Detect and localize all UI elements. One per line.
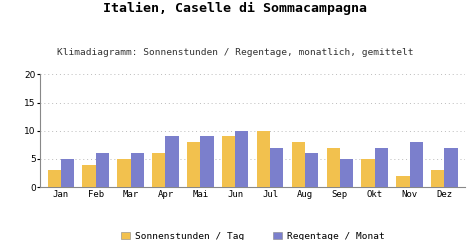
- Legend: Sonnenstunden / Tag, Regentage / Monat: Sonnenstunden / Tag, Regentage / Monat: [117, 228, 388, 240]
- Bar: [409, 142, 423, 187]
- Bar: [61, 159, 74, 187]
- Bar: [96, 153, 109, 187]
- Bar: [200, 136, 213, 187]
- Bar: [431, 170, 444, 187]
- Bar: [118, 159, 131, 187]
- Bar: [187, 142, 200, 187]
- Bar: [444, 148, 458, 187]
- Bar: [340, 159, 353, 187]
- Bar: [292, 142, 305, 187]
- Bar: [327, 148, 340, 187]
- Bar: [222, 136, 235, 187]
- Bar: [305, 153, 318, 187]
- Bar: [83, 165, 96, 187]
- Bar: [47, 170, 61, 187]
- Bar: [257, 131, 270, 187]
- Text: Italien, Caselle di Sommacampagna: Italien, Caselle di Sommacampagna: [103, 2, 367, 15]
- Text: Copyright (C) 2010 sonnenlaender.de: Copyright (C) 2010 sonnenlaender.de: [141, 225, 329, 234]
- Bar: [152, 153, 165, 187]
- Bar: [131, 153, 144, 187]
- Bar: [235, 131, 249, 187]
- Bar: [375, 148, 388, 187]
- Bar: [270, 148, 283, 187]
- Text: Klimadiagramm: Sonnenstunden / Regentage, monatlich, gemittelt: Klimadiagramm: Sonnenstunden / Regentage…: [57, 48, 413, 57]
- Bar: [396, 176, 409, 187]
- Bar: [165, 136, 179, 187]
- Bar: [361, 159, 375, 187]
